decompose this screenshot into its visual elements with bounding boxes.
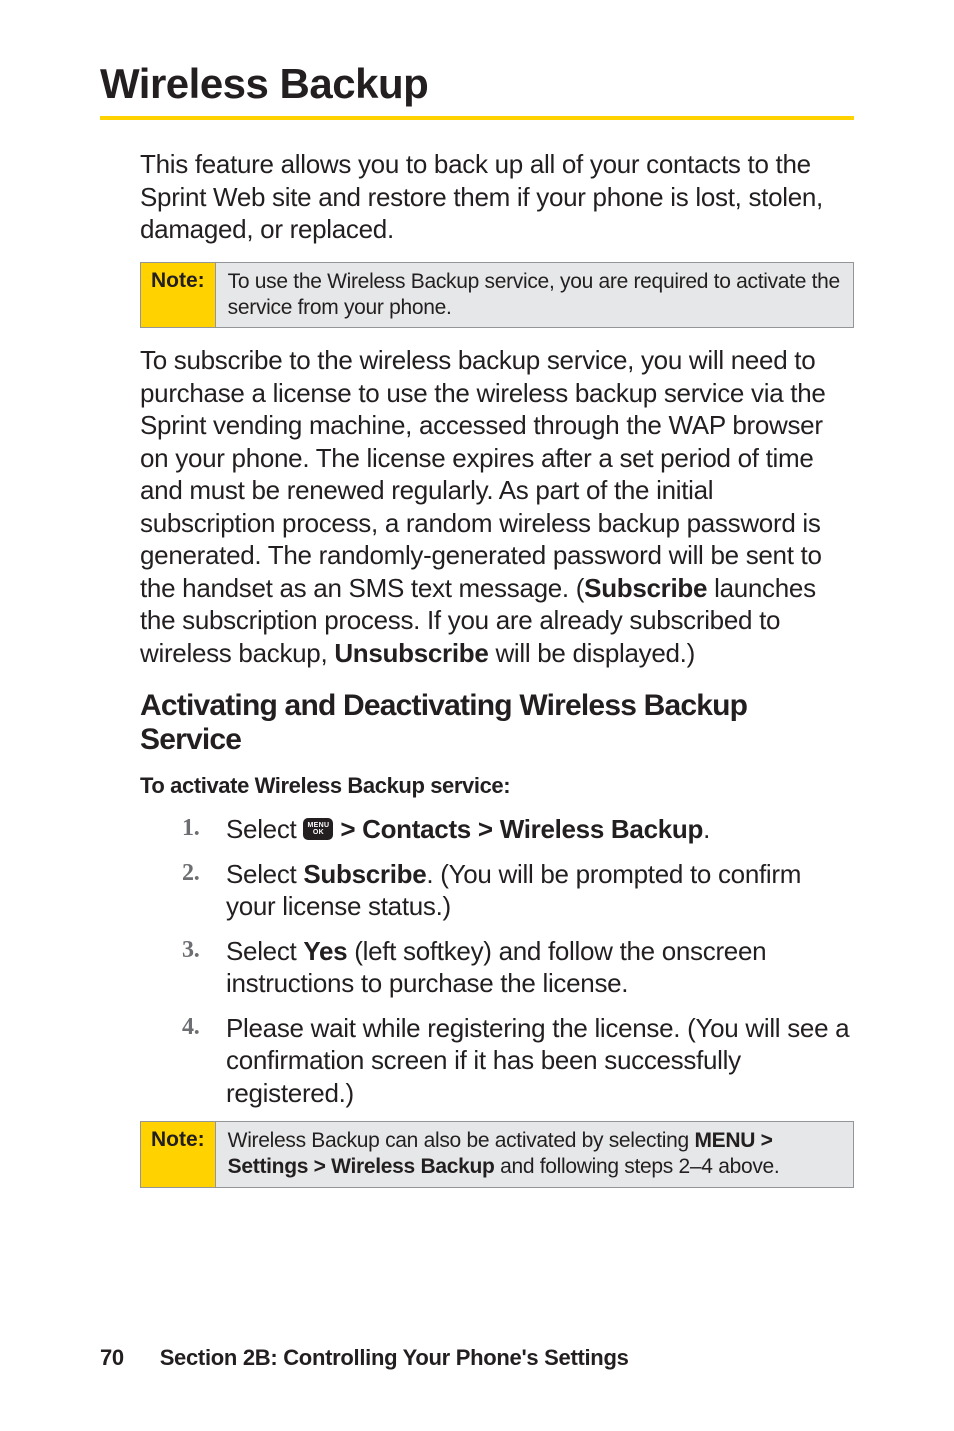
section-label: Section 2B: Controlling Your Phone's Set…	[160, 1345, 629, 1370]
step-number: 4.	[182, 1012, 199, 1042]
step-text: Select	[226, 936, 303, 966]
note-text: Wireless Backup can also be activated by…	[216, 1122, 853, 1187]
note-text-part: Wireless Backup can also be activated by…	[228, 1129, 695, 1152]
page-footer: 70 Section 2B: Controlling Your Phone's …	[100, 1345, 629, 1371]
list-item: 1. Select MENUOK > Contacts > Wireless B…	[182, 813, 854, 846]
list-item: 2. Select Subscribe. (You will be prompt…	[182, 858, 854, 923]
list-item: 3. Select Yes (left softkey) and follow …	[182, 935, 854, 1000]
unsubscribe-term: Unsubscribe	[334, 638, 488, 668]
menu-ok-icon: MENUOK	[303, 818, 333, 840]
step-text: .	[703, 814, 710, 844]
list-item: 4. Please wait while registering the lic…	[182, 1012, 854, 1110]
step-number: 1.	[182, 813, 199, 843]
step-text: Please wait while registering the licens…	[226, 1013, 849, 1108]
step-bold: Yes	[303, 936, 347, 966]
subscribe-term: Subscribe	[584, 573, 707, 603]
step-text: Select	[226, 859, 303, 889]
section-heading: Activating and Deactivating Wireless Bac…	[140, 689, 854, 757]
procedure-heading: To activate Wireless Backup service:	[140, 773, 854, 799]
subscribe-paragraph: To subscribe to the wireless backup serv…	[140, 344, 854, 669]
para-text: will be displayed.)	[489, 638, 695, 668]
step-number: 3.	[182, 935, 199, 965]
page-number: 70	[100, 1345, 124, 1370]
note-box-2: Note: Wireless Backup can also be activa…	[140, 1121, 854, 1188]
page-title: Wireless Backup	[100, 60, 854, 108]
note-label: Note:	[141, 1122, 216, 1187]
intro-paragraph: This feature allows you to back up all o…	[140, 148, 854, 246]
step-bold: Subscribe	[303, 859, 426, 889]
note-text-part: and following steps 2–4 above.	[495, 1155, 780, 1178]
note-box-1: Note: To use the Wireless Backup service…	[140, 262, 854, 329]
title-underline	[100, 116, 854, 120]
note-label: Note:	[141, 263, 216, 328]
step-text: Select	[226, 814, 303, 844]
step-bold: > Contacts > Wireless Backup	[333, 814, 703, 844]
note-text: To use the Wireless Backup service, you …	[216, 263, 853, 328]
steps-list: 1. Select MENUOK > Contacts > Wireless B…	[182, 813, 854, 1109]
para-text: To subscribe to the wireless backup serv…	[140, 345, 826, 603]
step-number: 2.	[182, 858, 199, 888]
